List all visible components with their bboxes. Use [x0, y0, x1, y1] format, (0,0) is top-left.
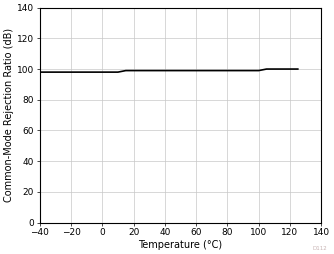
X-axis label: Temperature (°C): Temperature (°C) [139, 240, 222, 250]
Y-axis label: Common-Mode Rejection Ratio (dB): Common-Mode Rejection Ratio (dB) [4, 28, 14, 202]
Text: D112: D112 [313, 246, 327, 251]
